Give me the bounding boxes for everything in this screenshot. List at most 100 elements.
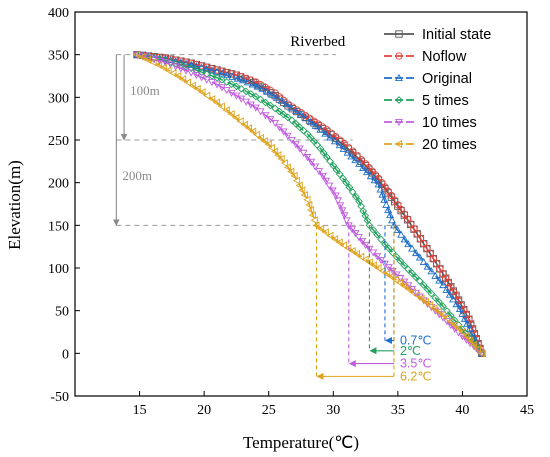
data-point [222,106,230,115]
data-point [416,235,425,243]
data-point [298,186,306,195]
data-point [253,82,262,90]
data-point [382,200,391,208]
data-point [332,166,341,174]
data-point [290,171,298,180]
data-point [419,281,428,289]
data-point [183,78,192,87]
data-point [161,59,170,67]
data-point [303,195,311,204]
data-point [443,307,451,315]
data-point [256,95,265,104]
x-tick-label: 45 [520,403,534,418]
data-point [442,314,450,323]
data-point [260,137,268,146]
data-point [373,253,382,261]
data-point [351,230,360,238]
y-tick-label: -50 [50,390,69,405]
legend-label: Original [422,71,472,87]
data-point [369,249,378,257]
data-point [426,249,434,258]
data-point [322,153,331,161]
data-point [223,71,232,79]
y-tick-label: 150 [48,219,69,234]
data-point [388,216,397,224]
data-point [179,75,187,84]
data-point [370,176,379,184]
data-point [335,238,343,247]
data-point [430,304,438,313]
data-point [192,62,201,70]
x-axis-title: Temperature(℃) [243,433,359,452]
legend-label: 20 times [422,137,477,153]
legend: Initial state Noflow Original 5 times 10 tim… [384,27,491,153]
data-point [166,61,175,69]
data-point [232,113,240,122]
data-point [322,177,331,185]
data-point [393,225,402,234]
data-point [330,235,339,243]
data-point [244,124,253,133]
data-point [395,30,403,38]
data-point [328,187,337,195]
data-point [287,136,296,145]
data-point [349,147,357,155]
data-point [261,98,270,107]
y-tick-label: 50 [55,305,69,320]
data-point [149,58,157,67]
data-point [336,202,345,210]
data-point [321,228,329,237]
data-point [378,190,387,198]
data-point [352,249,360,258]
data-point [426,301,434,310]
data-point [287,103,296,111]
data-point [274,151,282,160]
data-point [343,148,352,156]
shift-label: 2℃ [400,344,421,358]
data-point [384,205,393,213]
data-point [248,80,257,88]
data-point [155,57,164,65]
data-point [344,222,353,230]
legend-entry: 20 times [384,137,477,153]
data-point [400,235,409,243]
shift-label: 0.7℃ [400,334,431,348]
data-point [176,65,185,73]
data-point [419,257,428,266]
data-point [218,69,227,77]
shift-arrow-head [369,347,377,355]
data-point [316,125,325,133]
data-point [233,74,242,82]
data-point [169,69,177,78]
data-point [413,230,421,238]
data-point [311,121,320,129]
data-point [208,71,216,80]
legend-entry: Original [384,71,472,87]
data-point [279,128,288,136]
data-point [192,71,201,80]
data-point [287,167,295,176]
data-point [427,289,436,298]
data-point [217,102,225,111]
data-point [421,297,429,306]
data-point [192,66,201,75]
data-point [439,280,448,289]
y-axis-title: Elevation(m) [5,160,24,250]
data-point [339,144,348,152]
data-point [291,119,300,128]
data-point [318,172,327,180]
data-point [197,63,206,71]
data-point [295,145,304,153]
data-point [397,230,406,238]
data-point [330,137,339,145]
data-point [315,168,324,176]
data-point [423,285,432,294]
data-point [454,324,462,333]
data-point [174,72,182,80]
data-point [303,154,312,162]
data-point [348,226,357,234]
data-point [473,345,481,354]
legend-label: Initial state [422,27,491,43]
data-point [264,140,272,149]
data-point [358,238,367,246]
